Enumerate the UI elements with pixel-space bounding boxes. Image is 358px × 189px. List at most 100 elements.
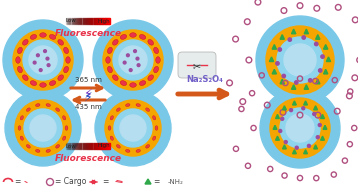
Text: = Cargo: = Cargo xyxy=(55,177,86,187)
Bar xyxy=(106,18,107,24)
Polygon shape xyxy=(321,136,324,140)
Bar xyxy=(86,18,87,24)
Bar xyxy=(96,18,97,24)
Ellipse shape xyxy=(146,108,150,111)
Circle shape xyxy=(129,69,132,71)
Ellipse shape xyxy=(18,66,22,73)
Bar xyxy=(92,18,93,24)
Circle shape xyxy=(309,79,312,82)
Ellipse shape xyxy=(116,145,120,148)
Polygon shape xyxy=(282,145,286,149)
Ellipse shape xyxy=(146,145,150,148)
Bar xyxy=(101,18,102,24)
Ellipse shape xyxy=(30,81,37,86)
Circle shape xyxy=(23,40,63,80)
Bar xyxy=(69,18,71,24)
Bar xyxy=(71,18,72,24)
Circle shape xyxy=(295,81,298,84)
Bar xyxy=(82,143,84,149)
Polygon shape xyxy=(280,79,284,84)
Circle shape xyxy=(302,107,305,110)
Ellipse shape xyxy=(49,81,56,86)
Text: =: = xyxy=(102,177,108,187)
Ellipse shape xyxy=(120,81,127,86)
Ellipse shape xyxy=(120,34,127,39)
Circle shape xyxy=(313,112,316,115)
Circle shape xyxy=(5,90,81,166)
Ellipse shape xyxy=(20,116,23,120)
Bar xyxy=(88,18,89,24)
Ellipse shape xyxy=(56,145,60,148)
Bar xyxy=(107,18,108,24)
Circle shape xyxy=(3,20,83,100)
Bar xyxy=(75,143,76,149)
Circle shape xyxy=(39,69,42,71)
Circle shape xyxy=(276,62,279,65)
Bar xyxy=(89,143,90,149)
Bar xyxy=(77,143,78,149)
Text: -NH₂: -NH₂ xyxy=(168,179,184,185)
Polygon shape xyxy=(324,69,328,74)
Circle shape xyxy=(136,57,139,60)
Bar xyxy=(99,143,100,149)
Ellipse shape xyxy=(63,116,66,120)
Ellipse shape xyxy=(106,57,110,63)
Bar xyxy=(87,18,88,24)
Circle shape xyxy=(24,109,62,147)
Bar xyxy=(76,18,77,24)
FancyArrowPatch shape xyxy=(178,90,227,98)
Ellipse shape xyxy=(156,57,160,63)
Polygon shape xyxy=(314,145,318,149)
Text: ⚡: ⚡ xyxy=(84,88,92,101)
Bar xyxy=(85,18,86,24)
Circle shape xyxy=(123,61,126,64)
Bar xyxy=(80,143,81,149)
Text: =: = xyxy=(153,177,159,187)
Bar xyxy=(89,18,90,24)
Ellipse shape xyxy=(116,108,120,111)
Circle shape xyxy=(284,141,287,143)
Text: ⚡: ⚡ xyxy=(84,91,92,104)
Bar xyxy=(96,143,97,149)
Polygon shape xyxy=(304,85,309,89)
Ellipse shape xyxy=(26,145,30,148)
Ellipse shape xyxy=(56,108,60,111)
Circle shape xyxy=(126,54,129,57)
Ellipse shape xyxy=(20,136,23,140)
Ellipse shape xyxy=(126,149,130,152)
Bar xyxy=(91,143,92,149)
Bar xyxy=(66,143,67,149)
Bar xyxy=(107,143,108,149)
Bar xyxy=(78,143,79,149)
Text: 365 nm: 365 nm xyxy=(74,77,101,83)
Ellipse shape xyxy=(66,57,70,63)
Polygon shape xyxy=(316,79,320,84)
Bar xyxy=(67,143,68,149)
Ellipse shape xyxy=(16,57,20,63)
Circle shape xyxy=(15,100,71,156)
Bar xyxy=(100,143,101,149)
FancyBboxPatch shape xyxy=(178,52,216,78)
Circle shape xyxy=(46,57,49,60)
Ellipse shape xyxy=(155,126,158,130)
Ellipse shape xyxy=(136,104,140,107)
Circle shape xyxy=(93,20,173,100)
Ellipse shape xyxy=(58,40,63,45)
Ellipse shape xyxy=(153,136,156,140)
Text: ✂: ✂ xyxy=(193,61,201,71)
Polygon shape xyxy=(316,35,320,39)
Bar xyxy=(98,143,99,149)
Ellipse shape xyxy=(64,66,68,73)
Circle shape xyxy=(113,40,153,80)
Circle shape xyxy=(279,129,282,132)
Bar xyxy=(74,143,75,149)
Text: 435 nm: 435 nm xyxy=(74,104,101,110)
Circle shape xyxy=(281,117,284,120)
Ellipse shape xyxy=(65,126,68,130)
Bar xyxy=(101,143,102,149)
Ellipse shape xyxy=(23,75,28,81)
Ellipse shape xyxy=(18,47,22,54)
Bar xyxy=(103,143,105,149)
Bar xyxy=(88,143,89,149)
Circle shape xyxy=(105,100,161,156)
